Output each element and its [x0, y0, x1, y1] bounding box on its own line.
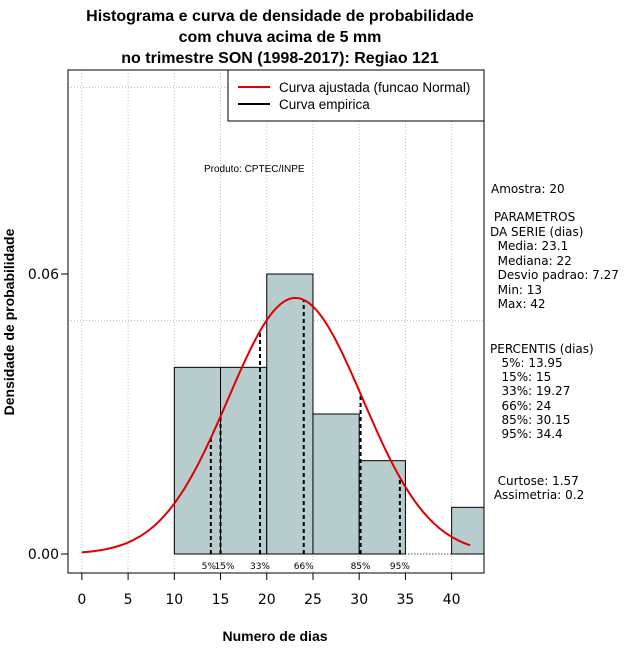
stat-media: Media: 23.1: [490, 239, 569, 253]
percentile-label-3: 66%: [294, 562, 314, 572]
legend-normal-label: Curva ajustada (funcao Normal): [279, 80, 470, 95]
chart-title-line-2: com chuva acima de 5 mm: [178, 29, 382, 46]
x-tick-label-4: 20: [258, 592, 276, 608]
percentile-label-2: 33%: [250, 562, 270, 572]
stat-desvio: Desvio padrao: 7.27: [490, 268, 619, 282]
x-tick-label-1: 5: [124, 592, 133, 608]
chart-title-line-3: no trimestre SON (1998-2017): Regiao 121: [121, 50, 439, 67]
x-axis-label: Numero de dias: [222, 628, 327, 644]
percentil-85: 85%: 30.15: [490, 413, 571, 427]
histogram-bar-2: [266, 273, 314, 555]
legend-empirical-label: Curva empirica: [279, 97, 370, 112]
percentile-label-4: 85%: [351, 562, 371, 572]
percentis-title: PERCENTIS (dias): [490, 342, 594, 356]
percentile-label-1: 15%: [215, 562, 235, 572]
percentil-66: 66%: 24: [490, 399, 552, 413]
axes: 0 5 10 15 20 25 30 35 40 0.00 0.06: [28, 267, 461, 608]
y-axis-label: Densidade de probabilidade: [1, 228, 17, 415]
percentile-label-0: 5%: [202, 562, 217, 572]
produto-label: Produto: CPTEC/INPE: [204, 164, 305, 175]
histogram-bar-5: [451, 506, 485, 555]
percentil-15: 15%: 15: [490, 370, 552, 384]
percentil-33: 33%: 19.27: [490, 384, 571, 398]
stat-mediana: Mediana: 22: [490, 254, 572, 268]
histogram-bar-4: [358, 460, 406, 555]
legend-box: [227, 69, 485, 122]
percentile-lines: 5%15% 33% 66% 85% 95%: [174, 299, 484, 572]
curtose: Curtose: 1.57: [490, 474, 579, 488]
normal-curve-layer: [81, 296, 471, 554]
x-tick-label-0: 0: [77, 592, 86, 608]
x-tick-label-5: 25: [304, 592, 322, 608]
y-tick-label-1: 0.06: [28, 267, 59, 283]
stat-min: Min: 13: [490, 283, 543, 297]
assimetria: Assimetria: 0.2: [490, 488, 585, 502]
sample-size: Amostra: 20: [491, 182, 565, 196]
histogram-bar-3: [312, 413, 360, 555]
x-tick-label-2: 10: [165, 592, 183, 608]
x-tick-label-7: 35: [397, 592, 415, 608]
percentile-label-5: 95%: [390, 562, 410, 572]
percentil-5: 5%: 13.95: [490, 356, 563, 370]
parameters-subtitle: DA SERIE (dias): [490, 225, 584, 239]
chart-title-line-1: Histograma e curva de densidade de proba…: [86, 8, 474, 25]
normal-curve: [81, 296, 471, 554]
histogram-bar-0: [173, 366, 222, 555]
x-tick-label-3: 15: [212, 592, 230, 608]
legend: Curva ajustada (funcao Normal) Curva emp…: [227, 69, 485, 122]
percentil-95: 95%: 34.4: [490, 427, 563, 441]
stat-max: Max: 42: [490, 297, 546, 311]
x-tick-label-6: 30: [350, 592, 368, 608]
parameters-title: PARAMETROS: [490, 210, 576, 224]
x-tick-label-8: 40: [443, 592, 461, 608]
y-tick-label-0: 0.00: [28, 547, 59, 563]
